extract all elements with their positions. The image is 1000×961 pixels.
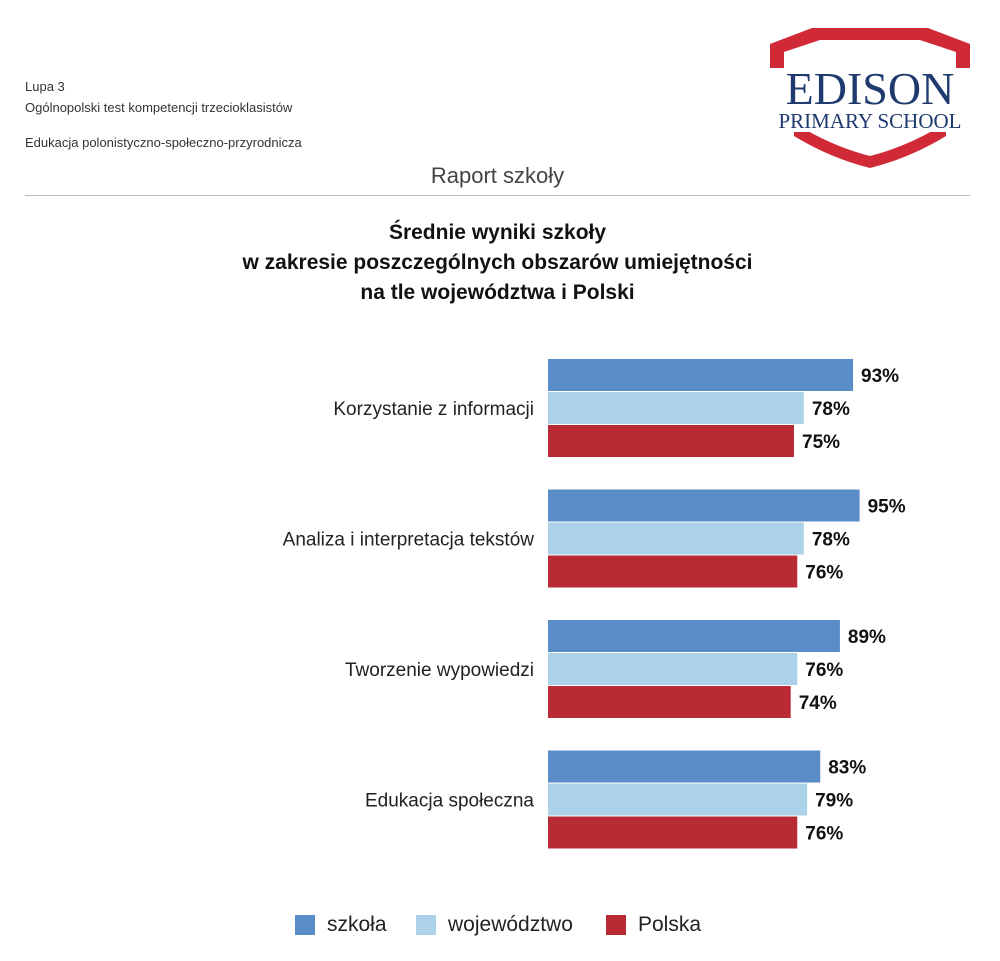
value-label-polska: 76%	[805, 563, 843, 584]
chart-title-line-1: Średnie wyniki szkoły	[388, 221, 607, 244]
legend-swatch-polska	[606, 915, 626, 935]
bar-wojewodztwo	[548, 522, 804, 555]
legend-label-szkola: szkoła	[327, 913, 387, 936]
legend-label-wojewodztwo: województwo	[448, 913, 573, 936]
legend-swatch-wojewodztwo	[416, 915, 436, 935]
value-label-szkola: 83%	[828, 758, 866, 779]
header-subject: Edukacja polonistyczno-społeczno-przyrod…	[25, 135, 302, 150]
legend-item-szkola: szkoła	[295, 910, 387, 940]
value-label-polska: 74%	[799, 693, 837, 714]
value-label-szkola: 89%	[848, 627, 886, 648]
category-label: Analiza i interpretacja tekstów	[283, 530, 535, 551]
bar-szkola	[548, 489, 860, 522]
value-label-szkola: 95%	[868, 497, 906, 518]
bar-polska	[548, 686, 791, 718]
legend-item-wojewodztwo: województwo	[416, 910, 573, 940]
value-label-polska: 76%	[805, 824, 843, 845]
value-label-wojewodztwo: 78%	[812, 399, 850, 420]
category-label: Korzystanie z informacji	[333, 399, 534, 420]
bar-wojewodztwo	[548, 653, 798, 685]
bar-polska	[548, 425, 794, 457]
report-title: Raport szkoły	[430, 163, 565, 188]
chart-title-line-3: na tle województwa i Polski	[360, 281, 635, 304]
header-test-name: Lupa 3	[25, 79, 65, 94]
legend-label-polska: Polska	[638, 913, 702, 936]
legend-swatch-szkola	[295, 915, 315, 935]
header-test-description: Ogólnopolski test kompetencji trzeciokla…	[25, 100, 293, 115]
header-divider	[25, 195, 970, 196]
chart-title: Średnie wyniki szkoły w zakresie poszcze…	[0, 218, 995, 308]
edison-logo: EDISON PRIMARY SCHOOL	[770, 28, 970, 168]
svg-text:PRIMARY SCHOOL: PRIMARY SCHOOL	[778, 109, 961, 133]
bar-wojewodztwo	[548, 783, 808, 816]
bar-polska	[548, 816, 798, 849]
bar-szkola	[548, 359, 854, 391]
value-label-szkola: 93%	[861, 366, 899, 387]
bar-chart: Korzystanie z informacji 93% 78% 75% Analiza…	[283, 359, 906, 849]
category-label: Edukacja społeczna	[365, 791, 534, 812]
legend-item-polska: Polska	[606, 910, 701, 940]
chart-title-line-2: w zakresie poszczególnych obszarów umiej…	[242, 251, 753, 274]
bar-polska	[548, 555, 798, 588]
bar-wojewodztwo	[548, 392, 804, 424]
bar-szkola	[548, 620, 840, 652]
legend: szkoła województwo Polska	[0, 910, 1000, 940]
bar-szkola	[548, 750, 821, 783]
value-label-wojewodztwo: 76%	[805, 660, 843, 681]
category-label: Tworzenie wypowiedzi	[345, 660, 534, 681]
value-label-wojewodztwo: 78%	[812, 530, 850, 551]
value-label-wojewodztwo: 79%	[815, 791, 853, 812]
value-label-polska: 75%	[802, 432, 840, 453]
svg-text:EDISON: EDISON	[786, 63, 955, 114]
